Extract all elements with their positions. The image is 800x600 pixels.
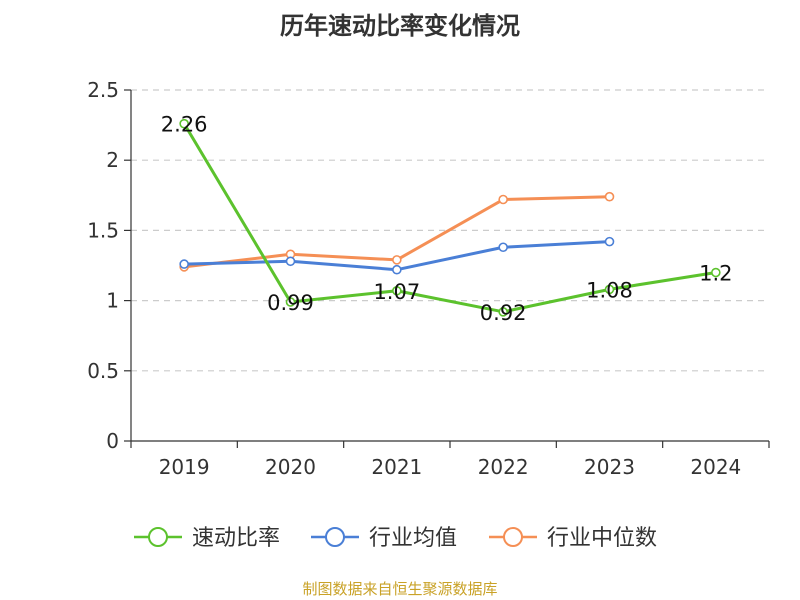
series-line [182, 122, 717, 314]
legend-marker [148, 527, 168, 547]
legend-label: 速动比率 [192, 526, 280, 551]
x-tick-label: 2021 [371, 455, 422, 479]
y-tick-label: 2.5 [87, 78, 119, 102]
data-point [498, 307, 508, 317]
data-point [285, 256, 296, 267]
chart-title: 历年速动比率变化情况 [280, 12, 520, 40]
data-label: 0.99 [267, 291, 314, 315]
y-tick-label: 1.5 [87, 218, 119, 242]
data-label: 0.92 [480, 301, 527, 325]
legend-label: 行业中位数 [547, 526, 657, 551]
series-lines [179, 118, 721, 317]
data-point [604, 236, 615, 247]
legend-marker [503, 527, 523, 547]
data-point [392, 255, 402, 265]
data-label: 1.08 [586, 278, 633, 302]
axes: 0 0.5 1 1.5 2 2.5 2019 2020 2021 2022 2023 2024 [87, 78, 770, 479]
data-labels: 2.26 0.99 1.07 0.92 1.08 1.2 [161, 113, 733, 325]
data-point [179, 118, 189, 129]
x-tick-label: 2022 [478, 455, 529, 479]
data-point [604, 284, 615, 295]
data-label: 2.26 [161, 113, 208, 137]
source-note: 制图数据来自恒生聚源数据库 [302, 580, 498, 598]
legend-label: 行业均值 [369, 526, 457, 551]
data-point [498, 242, 508, 253]
data-label: 1.2 [699, 262, 732, 286]
y-tick-label: 2 [106, 148, 119, 172]
legend-marker [325, 527, 345, 547]
x-tick-label: 2024 [690, 455, 741, 479]
y-tick-label: 0 [106, 429, 119, 453]
data-point [498, 194, 508, 205]
y-tick-label: 1 [106, 289, 119, 313]
data-label: 1.07 [373, 280, 420, 304]
x-tick-label: 2019 [159, 455, 210, 479]
data-point [285, 297, 296, 307]
data-point [392, 285, 402, 296]
x-tick-label: 2020 [265, 455, 316, 479]
y-tick-label: 0.5 [87, 359, 119, 383]
data-point [179, 259, 189, 269]
x-tick-label: 2023 [584, 455, 635, 479]
data-point [711, 267, 721, 278]
data-point [604, 191, 615, 202]
legend: 速动比率 行业均值 行业中位数 [134, 526, 657, 551]
data-point [392, 264, 402, 275]
